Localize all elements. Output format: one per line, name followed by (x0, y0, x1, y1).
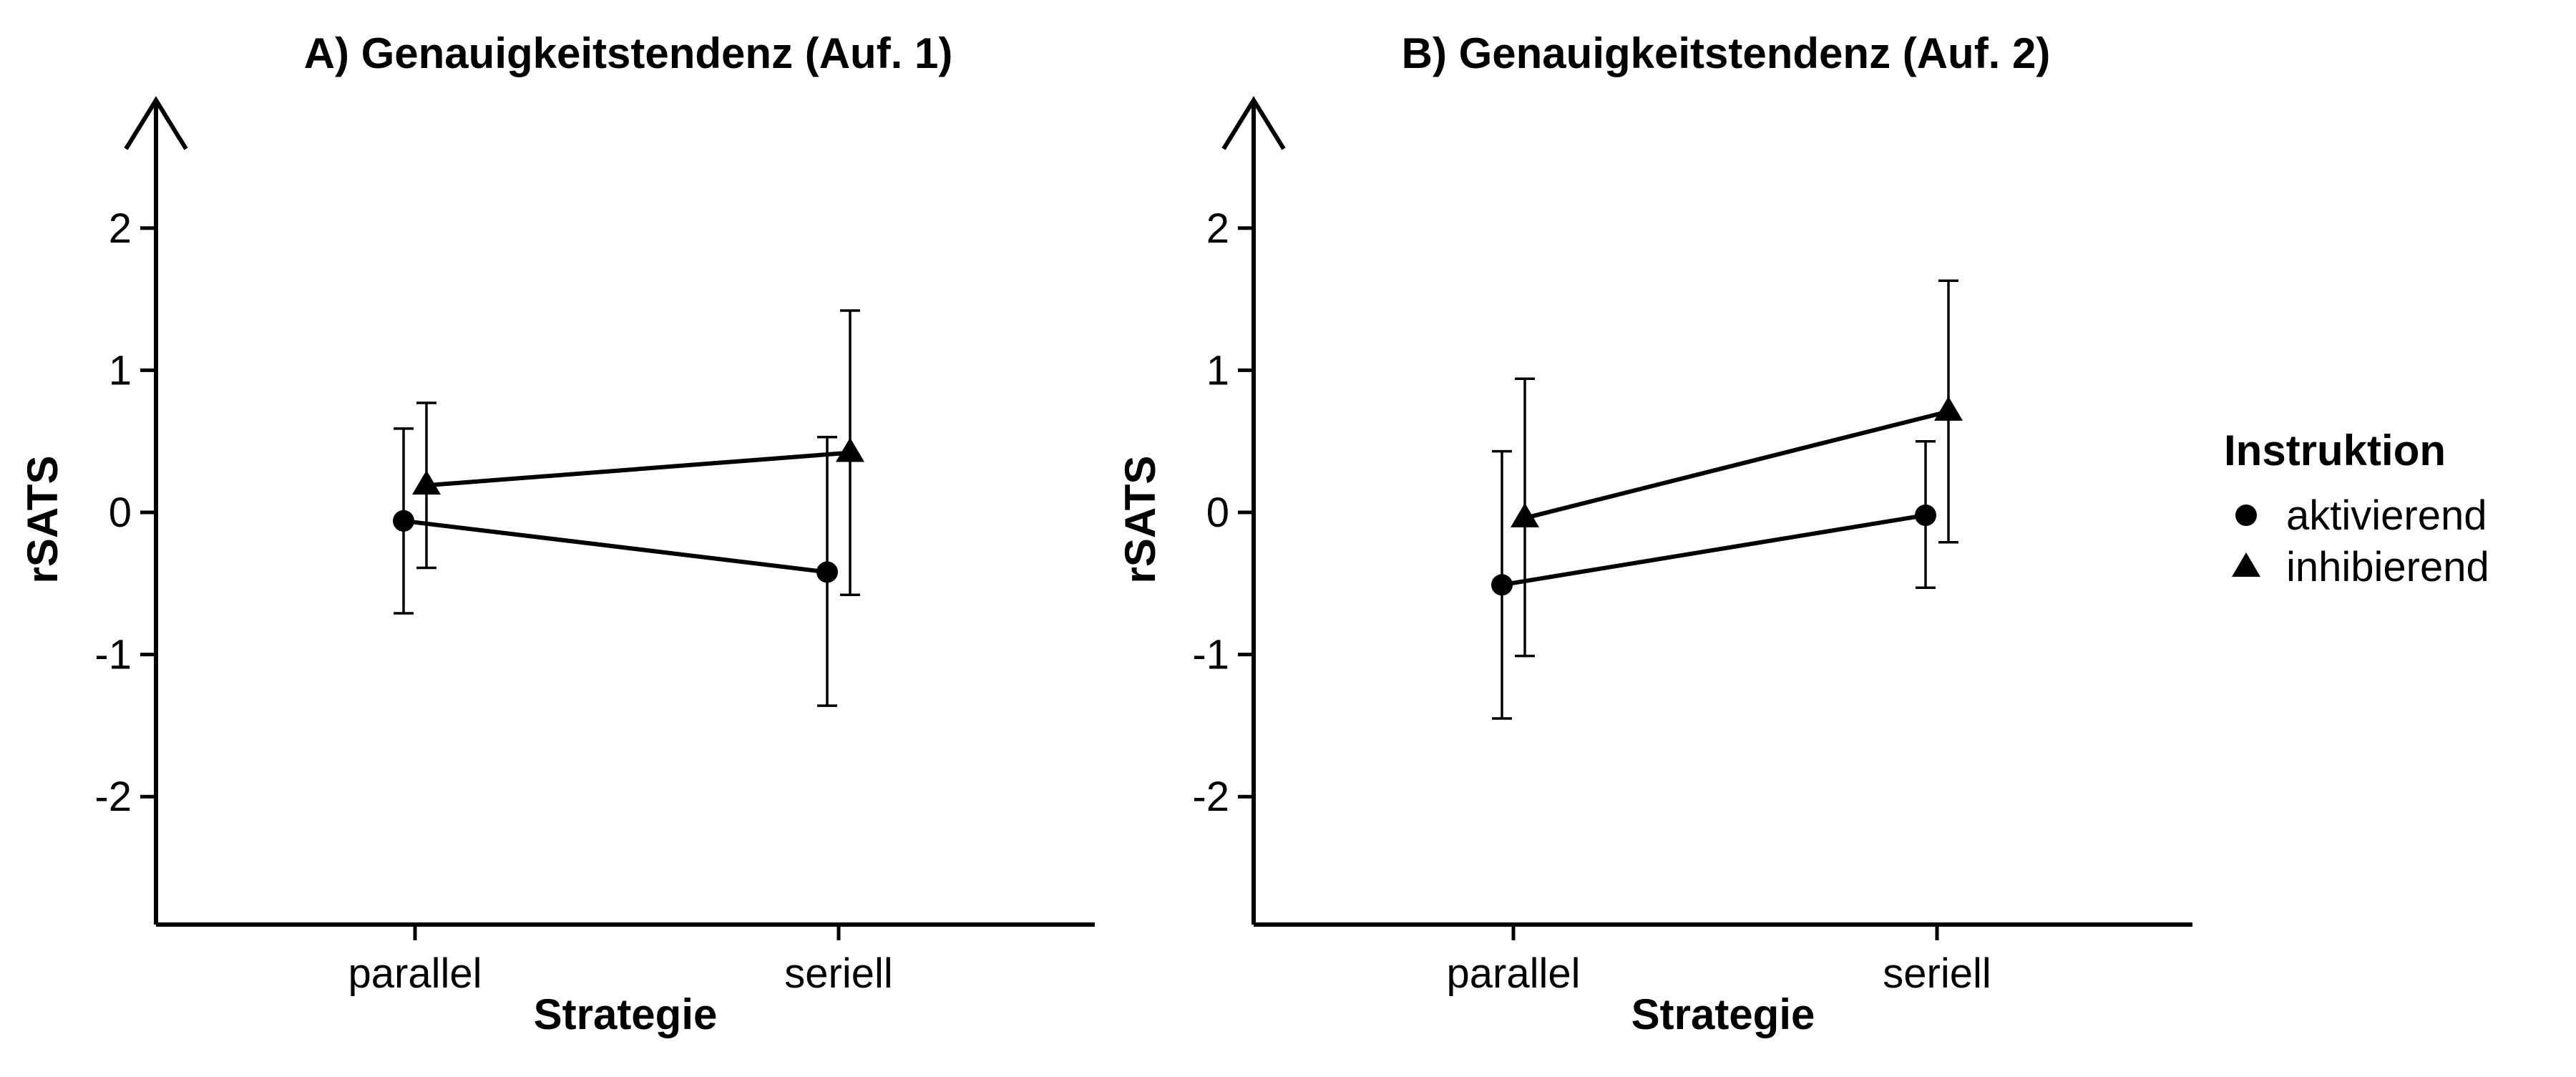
y-axis-arrowhead (1221, 96, 1286, 150)
y-tick-label: 1 (109, 347, 132, 394)
legend-triangle-icon (2232, 552, 2260, 577)
x-tick-label: seriell (1883, 950, 1991, 997)
series-aktivierend (1491, 439, 1936, 720)
y-tick-label: 2 (1206, 205, 1229, 252)
data-point-triangle (836, 437, 864, 462)
y-axis-title: rSATS (19, 456, 67, 584)
y-tick-label: 1 (1206, 347, 1229, 394)
data-point-triangle (412, 470, 441, 495)
chart-panel-a: A) Genauigkeitstendenz (Auf. 1) 2 1 0 -1 -2 pa… (19, 29, 1095, 1038)
data-point-circle (1491, 574, 1513, 596)
series-inhibierend (412, 309, 864, 596)
legend-label: inhibierend (2286, 544, 2489, 590)
legend-label: aktivierend (2286, 492, 2487, 539)
y-axis-arrowhead (124, 96, 188, 150)
y-tick-label: -1 (94, 632, 132, 678)
x-tick-label: seriell (784, 950, 893, 997)
y-tick-label: 0 (1206, 489, 1229, 536)
panel-title: B) Genauigkeitstendenz (Auf. 2) (1402, 29, 2051, 77)
y-tick-label: 2 (109, 205, 132, 252)
chart-panel-b: B) Genauigkeitstendenz (Auf. 2) 2 1 0 -1 -2 pa… (1116, 29, 2192, 1038)
legend-circle-icon (2235, 505, 2257, 526)
y-tick-label: -1 (1192, 632, 1229, 678)
data-point-triangle (1511, 502, 1539, 527)
series-line (403, 518, 828, 575)
y-tick-label: -2 (1192, 774, 1229, 820)
y-tick-label: 0 (109, 489, 132, 536)
x-tick-label: parallel (1447, 950, 1581, 997)
x-axis-title: Strategie (534, 990, 718, 1038)
legend-item-aktivierend: aktivierend (2235, 492, 2487, 539)
series-line (426, 450, 851, 488)
series-inhibierend (1511, 279, 1963, 658)
legend-item-inhibierend: inhibierend (2232, 544, 2489, 590)
x-tick-label: parallel (348, 950, 482, 997)
y-axis-title: rSATS (1116, 456, 1164, 584)
data-point-circle (393, 510, 414, 532)
legend-title: Instruktion (2224, 427, 2446, 474)
data-point-circle (816, 561, 838, 583)
panel-title: A) Genauigkeitstendenz (Auf. 1) (304, 29, 953, 77)
data-point-triangle (1934, 396, 1963, 421)
x-axis-title: Strategie (1631, 990, 1815, 1038)
series-line (1524, 409, 1949, 520)
series-line (1501, 513, 1926, 588)
y-tick-label: -2 (94, 774, 132, 820)
legend: Instruktion aktivierend inhibierend (2224, 427, 2489, 590)
series-aktivierend (393, 427, 838, 707)
data-point-circle (1915, 504, 1936, 526)
